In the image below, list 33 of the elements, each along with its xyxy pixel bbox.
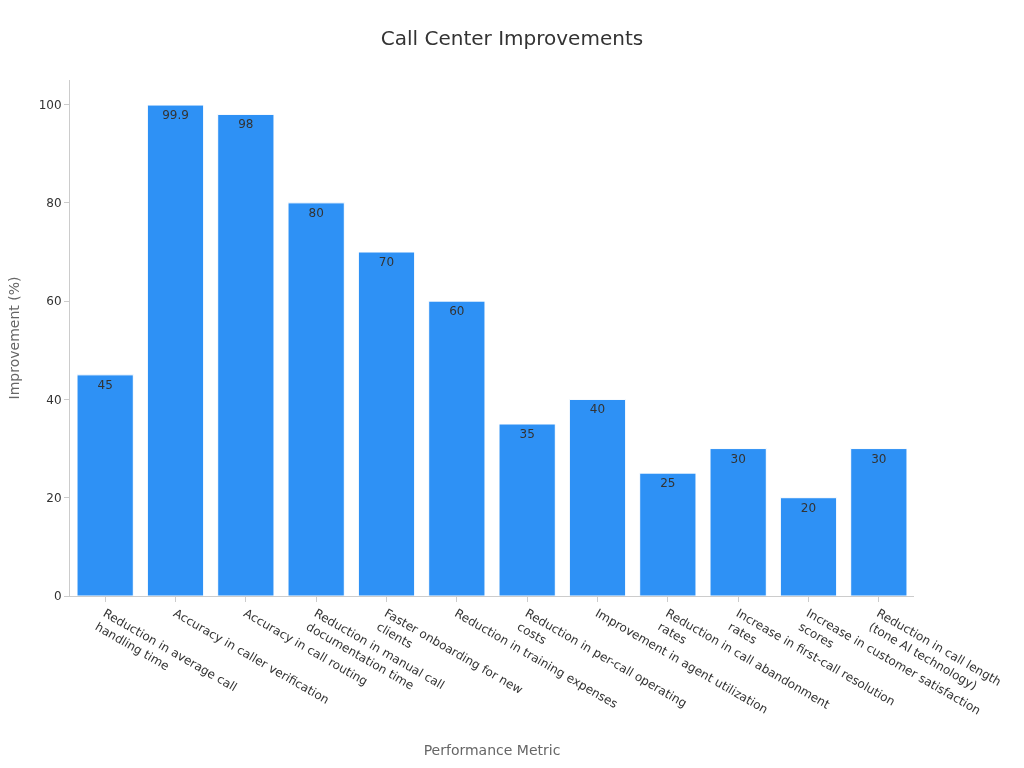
data-label: 30 [871,451,887,466]
y-tick-label: 20 [46,490,62,505]
bar [287,202,345,596]
data-label: 40 [589,402,606,417]
bar [76,374,134,596]
y-axis-title: Improvement (%) [6,276,23,400]
bar [146,104,205,596]
y-tick-label: 80 [46,196,62,211]
bar [779,497,838,596]
bar [568,398,627,596]
y-tick-label: 100 [38,97,62,112]
data-label: 80 [308,205,324,220]
bar [850,448,908,596]
bar [639,472,697,596]
bar [498,423,556,596]
data-label: 20 [800,500,817,515]
y-tick-label: 60 [46,294,62,309]
data-label: 70 [378,255,395,269]
bar [428,300,486,596]
y-tick-label: 40 [46,392,62,407]
data-label: 99.9 [162,108,189,123]
bar [217,113,275,596]
bar [357,251,416,596]
chart-title: Call Center Improvements [380,25,644,50]
data-label: 45 [97,377,113,392]
y-tick-label: 0 [53,589,62,604]
data-label: 30 [730,451,746,466]
data-label: 98 [238,117,254,132]
bar [709,448,767,596]
data-label: 35 [519,427,535,441]
data-label: 60 [449,304,465,319]
data-label: 25 [660,476,676,491]
x-axis-title: Performance Metric [423,742,561,759]
